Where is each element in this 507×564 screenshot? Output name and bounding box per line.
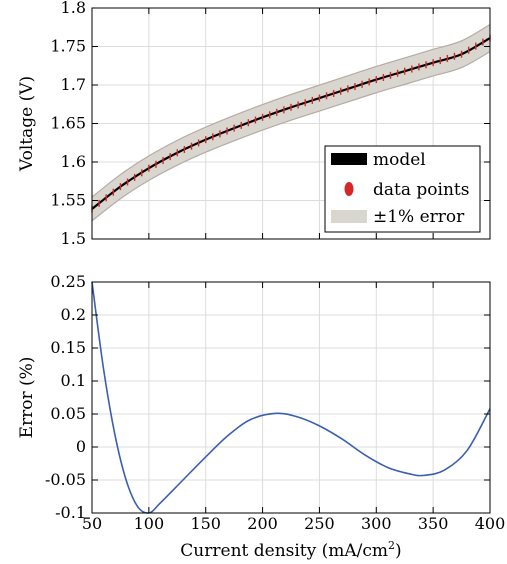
voltage-y-tick-label: 1.5 [61, 229, 86, 248]
legend: model data points ±1% error [324, 145, 481, 233]
error-y-tick-label: -0.05 [45, 470, 86, 489]
legend-label-data-points: data points [373, 180, 469, 200]
x-tick-label: 50 [82, 514, 102, 533]
voltage-y-tick-label: 1.8 [61, 0, 86, 17]
legend-label-error-band: ±1% error [373, 207, 465, 227]
error-y-tick-label: 0.05 [50, 404, 86, 423]
x-axis-label-main: Current density (mA/cm [180, 541, 388, 561]
x-tick-label: 200 [247, 514, 278, 533]
error-band-upper-edge [91, 23, 491, 198]
error-grid [91, 281, 491, 514]
error-line [91, 281, 491, 514]
error-y-tick-label: 0.1 [61, 371, 86, 390]
x-tick-label: 150 [190, 514, 221, 533]
x-tick-label: 100 [134, 514, 165, 533]
voltage-y-axis-label: Voltage (V) [17, 76, 37, 172]
legend-swatch-model [331, 153, 367, 165]
error-y-tick-label: 0 [76, 437, 86, 456]
voltage-y-tick-label: 1.6 [61, 152, 86, 171]
voltage-chart: 1.5 1.55 1.6 1.65 1.7 1.75 1.8 Voltage (V) mod… [17, 0, 491, 248]
x-axis-label: Current density (mA/cm2) [180, 539, 401, 561]
error-chart: 50 100 150 200 250 300 350 400 -0.1 -0.05 0 0.05 0.1… [17, 272, 505, 561]
x-axis-label-superscript: 2 [388, 539, 395, 552]
error-y-tick-label: 0.15 [50, 338, 86, 357]
error-y-tick-label: 0.25 [50, 272, 86, 291]
x-tick-label: 400 [475, 514, 506, 533]
voltage-ticks: 1.5 1.55 1.6 1.65 1.7 1.75 1.8 [50, 0, 491, 248]
legend-marker-data-points [344, 182, 354, 196]
error-band-lower-edge [91, 51, 491, 222]
legend-label-model: model [373, 150, 426, 170]
error-series [91, 281, 491, 514]
error-y-axis-label: Error (%) [17, 357, 37, 439]
voltage-y-tick-label: 1.65 [50, 114, 86, 133]
legend-swatch-data-points [344, 182, 354, 196]
x-axis-label-close: ) [395, 541, 402, 561]
error-y-tick-label: 0.2 [61, 305, 86, 324]
x-tick-label: 300 [361, 514, 392, 533]
voltage-y-tick-label: 1.7 [61, 75, 86, 94]
x-tick-label: 250 [304, 514, 335, 533]
voltage-y-tick-label: 1.75 [50, 37, 86, 56]
error-axes-frame [91, 281, 491, 514]
x-tick-label: 350 [418, 514, 449, 533]
legend-swatch-error-band [331, 210, 367, 223]
voltage-y-tick-label: 1.55 [50, 191, 86, 210]
error-y-tick-label: -0.1 [55, 503, 86, 522]
error-ticks: 50 100 150 200 250 300 350 400 -0.1 -0.05 0 0.05 0.1… [45, 272, 505, 533]
